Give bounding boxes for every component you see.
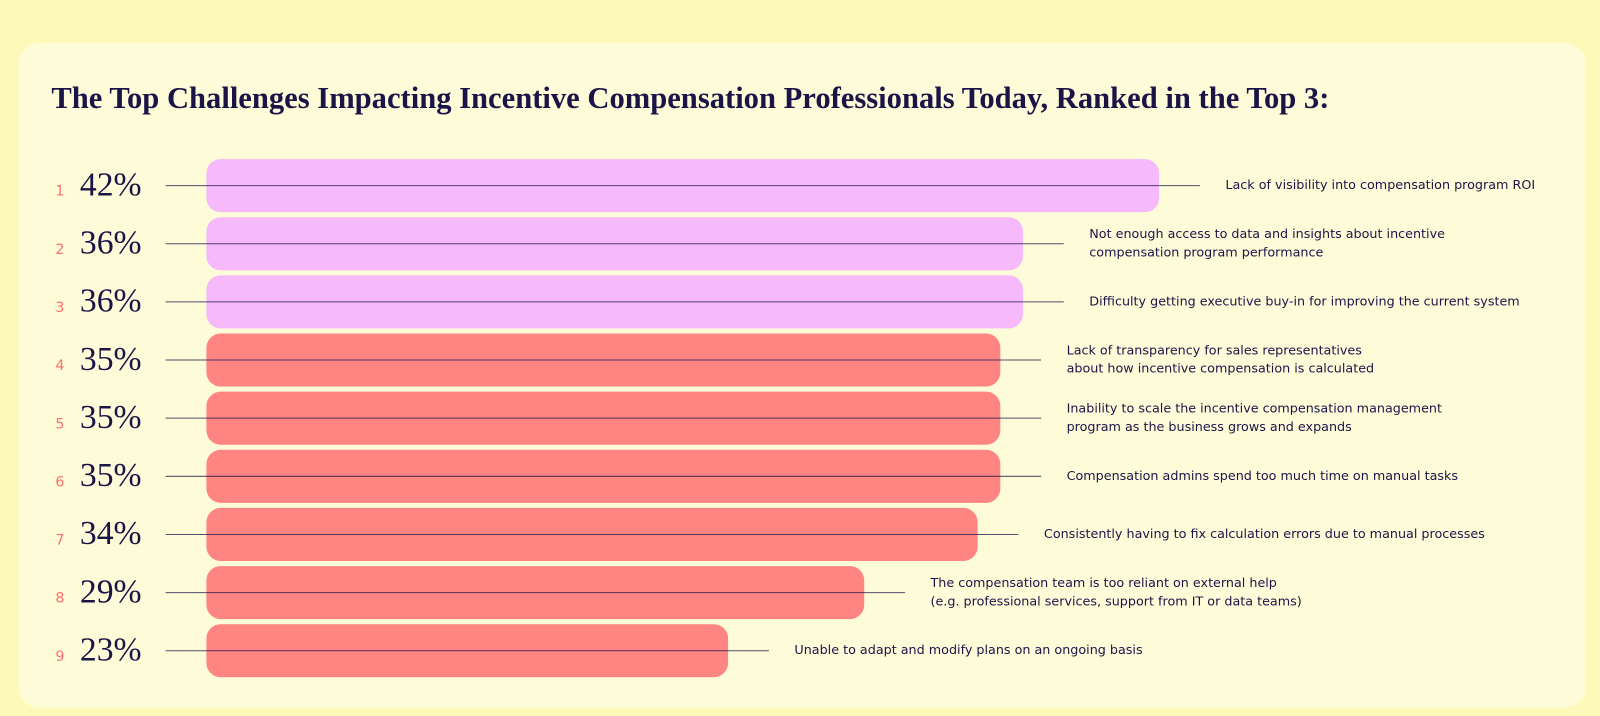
value-label: 29% bbox=[80, 573, 142, 610]
rank: 9 bbox=[55, 649, 64, 665]
value-label: 35% bbox=[80, 341, 142, 378]
rank: 5 bbox=[55, 416, 64, 432]
category-label: Lack of visibility into compensation pro… bbox=[1225, 178, 1535, 193]
category-label: The compensation team is too reliant on … bbox=[930, 576, 1277, 591]
rank: 4 bbox=[55, 358, 64, 374]
chart-title: The Top Challenges Impacting Incentive C… bbox=[51, 81, 1329, 115]
category-label: about how incentive compensation is calc… bbox=[1067, 362, 1375, 377]
rank: 2 bbox=[55, 242, 64, 258]
category-label: Compensation admins spend too much time … bbox=[1067, 469, 1459, 484]
value-label: 23% bbox=[80, 631, 142, 668]
category-label: Difficulty getting executive buy-in for … bbox=[1089, 294, 1519, 309]
rank: 1 bbox=[55, 184, 64, 200]
rank: 6 bbox=[55, 474, 64, 490]
value-label: 36% bbox=[80, 283, 142, 320]
category-label: Inability to scale the incentive compens… bbox=[1067, 401, 1442, 416]
value-label: 42% bbox=[80, 166, 142, 203]
category-label: Consistently having to fix calculation e… bbox=[1044, 527, 1485, 542]
rank: 8 bbox=[55, 591, 64, 607]
category-label: Unable to adapt and modify plans on an o… bbox=[794, 643, 1143, 658]
value-label: 35% bbox=[80, 457, 142, 494]
value-label: 34% bbox=[80, 515, 142, 552]
value-label: 35% bbox=[80, 399, 142, 436]
category-label: program as the business grows and expand… bbox=[1067, 420, 1353, 435]
category-label: compensation program performance bbox=[1089, 245, 1323, 260]
category-label: Not enough access to data and insights a… bbox=[1089, 227, 1445, 242]
category-label: (e.g. professional services, support fro… bbox=[931, 594, 1302, 609]
value-label: 36% bbox=[80, 225, 142, 262]
category-label: Lack of transparency for sales represent… bbox=[1067, 343, 1363, 358]
rank: 3 bbox=[55, 300, 64, 316]
rank: 7 bbox=[55, 533, 64, 549]
